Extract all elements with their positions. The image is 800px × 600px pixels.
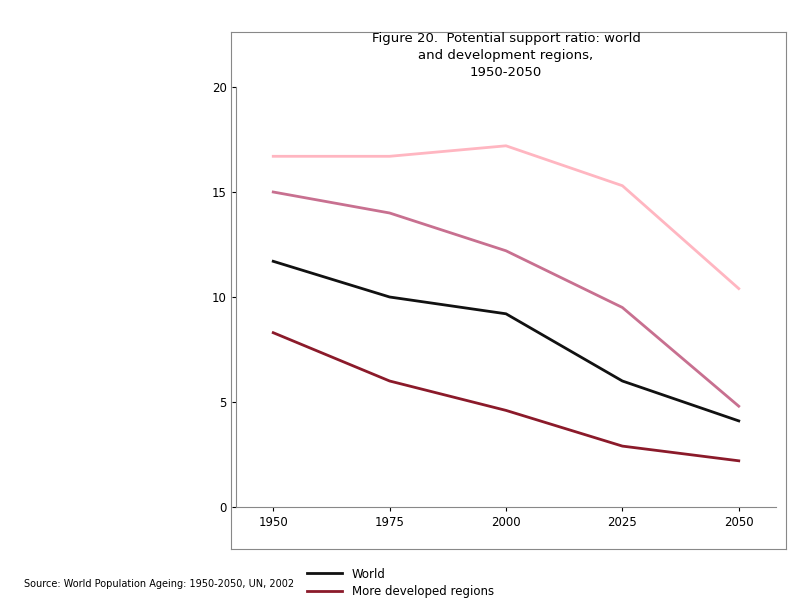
Less developed regions: [269, 188, 278, 196]
More developed regions: [501, 407, 511, 414]
Less developed regions: [618, 304, 627, 311]
World: [269, 258, 278, 265]
Title: Figure 20.  Potential support ratio: world
and development regions,
1950-2050: Figure 20. Potential support ratio: worl…: [371, 32, 641, 79]
Less developed regions: [734, 403, 743, 410]
More developed regions: [734, 457, 743, 464]
World: [501, 310, 511, 317]
Least developed countries: [385, 152, 394, 160]
Less developed regions: [385, 209, 394, 217]
World: [734, 418, 743, 425]
Text: Source: World Population Ageing: 1950-2050, UN, 2002: Source: World Population Ageing: 1950-20…: [24, 579, 294, 589]
Least developed countries: [618, 182, 627, 189]
Line: More developed regions: More developed regions: [274, 332, 738, 461]
World: [618, 377, 627, 385]
Line: World: World: [274, 262, 738, 421]
Line: Least developed countries: Least developed countries: [274, 146, 738, 289]
Legend: World, More developed regions, Less developed regions, Least developed countries: World, More developed regions, Less deve…: [306, 568, 507, 600]
More developed regions: [618, 443, 627, 450]
Line: Less developed regions: Less developed regions: [274, 192, 738, 406]
Least developed countries: [269, 152, 278, 160]
Less developed regions: [501, 247, 511, 254]
World: [385, 293, 394, 301]
Least developed countries: [734, 285, 743, 292]
More developed regions: [385, 377, 394, 385]
More developed regions: [269, 329, 278, 336]
Least developed countries: [501, 142, 511, 149]
